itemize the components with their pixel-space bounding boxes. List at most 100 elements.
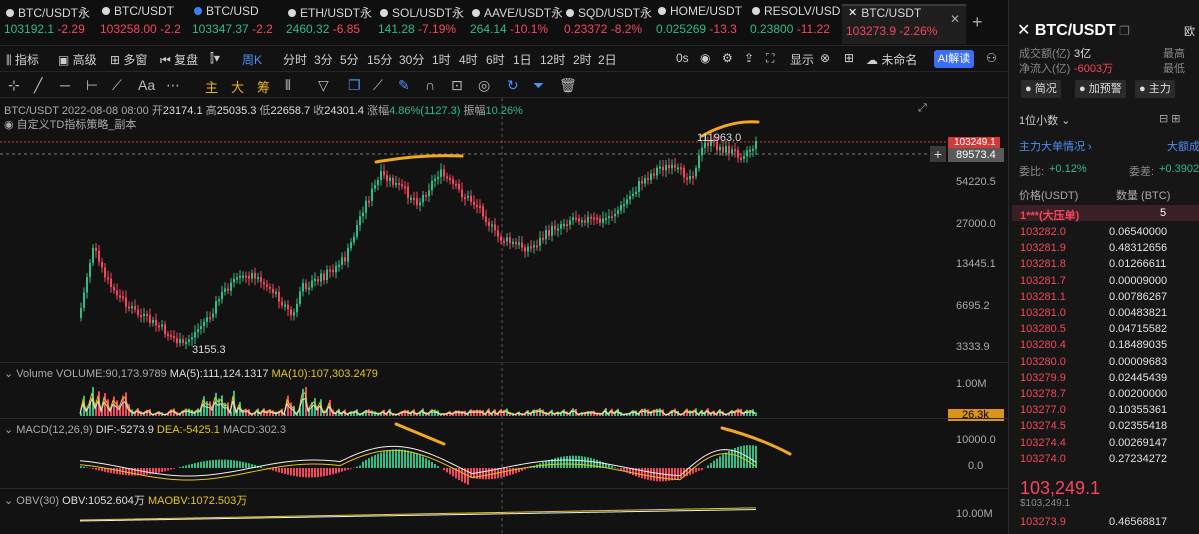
trend-tool-icon[interactable]: ⟋ xyxy=(112,77,122,93)
volume-bar xyxy=(95,403,97,416)
add-tab-icon[interactable]: + xyxy=(972,12,983,32)
ask-row[interactable]: 103280.4 0.18489035 xyxy=(1012,337,1199,353)
line-tool-icon[interactable]: ╱ xyxy=(34,77,43,93)
symbol-tab[interactable]: RESOLV/USD 0.23800 -11.22 xyxy=(750,4,841,36)
ask-row[interactable]: 103281.9 0.48312656 xyxy=(1012,240,1199,256)
interval-button[interactable]: 4时 xyxy=(459,53,478,67)
interval-button[interactable]: 12时 xyxy=(540,53,566,67)
main-force-button[interactable]: ● 主力 xyxy=(1135,80,1175,98)
chips-button[interactable]: 筹 xyxy=(257,80,271,95)
expand-icon[interactable]: ⤢ xyxy=(918,102,927,114)
ask-row[interactable]: 103281.8 0.01266611 xyxy=(1012,256,1199,272)
period-select[interactable]: 周K xyxy=(242,53,263,67)
share-icon[interactable]: ⇪ xyxy=(744,51,755,65)
book-layout-icon[interactable]: ⊟ ⊞ xyxy=(1159,113,1181,125)
ask-row[interactable]: 103281.1 0.00786267 xyxy=(1012,289,1199,305)
ask-row[interactable]: 103274.5 0.02355418 xyxy=(1012,418,1199,434)
low-marker: 3155.3 xyxy=(192,344,226,356)
ai-interpret-button[interactable]: AI解读 xyxy=(934,50,974,68)
copy-icon[interactable]: ❐ xyxy=(348,77,361,93)
volume-bar xyxy=(614,411,616,416)
link-icon[interactable]: ⚇ xyxy=(986,51,997,65)
eye-icon[interactable]: ◎ xyxy=(478,77,491,93)
hline-tool-icon[interactable]: ─ xyxy=(60,77,70,93)
lock-icon[interactable]: ⊡ xyxy=(451,77,463,93)
ask-row[interactable]: 103278.7 0.00200000 xyxy=(1012,386,1199,402)
interval-button[interactable]: 3分 xyxy=(314,53,333,67)
candle-body xyxy=(95,247,97,251)
symbol-tab[interactable]: BTC/USDT 103258.00 -2.2 xyxy=(100,4,181,36)
precision-select[interactable]: 1位小数 ⌄ xyxy=(1019,115,1071,127)
text-tool-icon[interactable]: Aa xyxy=(138,77,156,93)
main-force-button[interactable]: 主 xyxy=(205,80,219,95)
interval-button[interactable]: 1时 xyxy=(432,53,451,67)
symbol-tab[interactable]: SQD/USDT永 0.23372 -8.2% xyxy=(564,6,653,36)
crosshair-icon[interactable]: ⊹ xyxy=(8,77,20,93)
ask-row[interactable]: 103282.0 0.06540000 xyxy=(1012,224,1199,240)
display-button[interactable]: 显示 xyxy=(790,53,815,67)
interval-button[interactable]: 6时 xyxy=(486,53,505,67)
bid-row[interactable]: 103273.9 0.46568817 xyxy=(1020,516,1168,528)
cloud-layout-button[interactable]: ☁ 未命名 xyxy=(866,53,918,67)
big-order-button[interactable]: 大 xyxy=(231,80,245,95)
candle-style-icon[interactable]: ⫿▾ xyxy=(210,51,220,65)
volume-bar xyxy=(284,413,286,416)
interval-button[interactable]: 2时 xyxy=(573,53,592,67)
zero-seconds-label[interactable]: 0s xyxy=(676,51,689,65)
measure-icon[interactable]: ⋯ xyxy=(166,77,180,93)
layout-icon[interactable]: ⊞ xyxy=(844,51,855,65)
symbol-tab[interactable]: BTC/USD 103347.37 -2.2 xyxy=(192,4,273,36)
refresh-icon[interactable]: ↻ xyxy=(507,77,519,93)
ray-tool-icon[interactable]: ⊢ xyxy=(86,77,99,93)
pencil-icon[interactable]: ✎ xyxy=(398,77,410,93)
ask-row[interactable]: 103280.0 0.00009683 xyxy=(1012,354,1199,370)
triangle-down-icon[interactable]: ▽ xyxy=(318,77,329,93)
replay-button[interactable]: ⏮ 复盘 xyxy=(160,53,199,67)
camera-icon[interactable]: ◉ xyxy=(700,51,711,65)
interval-button[interactable]: 30分 xyxy=(399,53,425,67)
overview-button[interactable]: ● 简况 xyxy=(1021,80,1061,98)
ask-row[interactable]: 103280.5 0.04715582 xyxy=(1012,321,1199,337)
interval-button[interactable]: 5分 xyxy=(340,53,359,67)
chevron-down-icon[interactable]: ⌄ xyxy=(4,368,17,380)
symbol-tab[interactable]: ETH/USDT永 2460.32 -6.85 xyxy=(286,6,373,36)
settings-icon[interactable]: ⚙ xyxy=(722,51,733,65)
ask-row[interactable]: 103277.0 0.10355361 xyxy=(1012,402,1199,418)
symbol-tab-active[interactable]: ✕ BTC/USDT ✕ 103273.9 -2.26% xyxy=(842,4,966,44)
advanced-button[interactable]: ▣ 高级 xyxy=(58,53,97,67)
eye-icon[interactable]: ◉ xyxy=(4,119,17,131)
multi-window-button[interactable]: ⊞ 多窗 xyxy=(110,53,148,67)
interval-button[interactable]: 15分 xyxy=(367,53,393,67)
indicators-button[interactable]: ⫼ 指标 xyxy=(6,53,39,67)
ask-row[interactable]: 103281.7 0.00009000 xyxy=(1012,273,1199,289)
symbol-tab[interactable]: SOL/USDT永 141.28 -7.19% xyxy=(378,6,465,36)
interval-button[interactable]: 分时 xyxy=(283,53,308,67)
ask-row[interactable]: 103279.9 0.02445439 xyxy=(1012,370,1199,386)
interval-button[interactable]: 2日 xyxy=(598,53,617,67)
add-alert-button[interactable]: ● 加预警 xyxy=(1075,80,1126,98)
channel-icon[interactable]: ⫴ xyxy=(285,77,291,93)
ask-row[interactable]: 103274.4 0.00269147 xyxy=(1012,435,1199,451)
chevron-down-icon[interactable]: ⌄ xyxy=(4,495,17,507)
add-alert-icon[interactable]: + xyxy=(930,146,946,162)
chevron-down-icon[interactable]: ⌄ xyxy=(4,424,17,436)
magnet-icon[interactable]: ∩ xyxy=(425,77,436,93)
symbol-tab[interactable]: BTC/USDT永 103192.1 -2.29 xyxy=(4,6,91,36)
big-order-row[interactable]: 1***(大压单) 5 xyxy=(1012,205,1199,222)
trash-icon[interactable]: 🗑 xyxy=(559,77,577,93)
candle-body xyxy=(599,218,601,223)
symbol-tab[interactable]: AAVE/USDT永 264.14 -10.1% xyxy=(470,6,562,36)
main-flow-link[interactable]: 主力大单情况 › xyxy=(1019,141,1092,153)
volume-bar xyxy=(89,400,91,416)
volume-bar xyxy=(386,413,388,416)
ask-row[interactable]: 103274.0 0.27234272 xyxy=(1012,451,1199,467)
interval-button[interactable]: 1日 xyxy=(513,53,532,67)
close-icon[interactable]: ✕ xyxy=(949,12,960,26)
chart-area[interactable]: BTC/USDT 2022-08-08 08:00 开23174.1 高2503… xyxy=(0,98,1008,534)
ask-row[interactable]: 103281.0 0.00483821 xyxy=(1012,305,1199,321)
close-circle-icon[interactable]: ⊗ xyxy=(820,51,831,65)
filter-icon[interactable]: ⏷ xyxy=(533,77,545,93)
fullscreen-icon[interactable]: ⛶ xyxy=(766,51,775,65)
ruler-icon[interactable]: ⟋ xyxy=(373,77,383,93)
symbol-tab[interactable]: HOME/USDT 0.025269 -13.3 xyxy=(656,4,742,36)
